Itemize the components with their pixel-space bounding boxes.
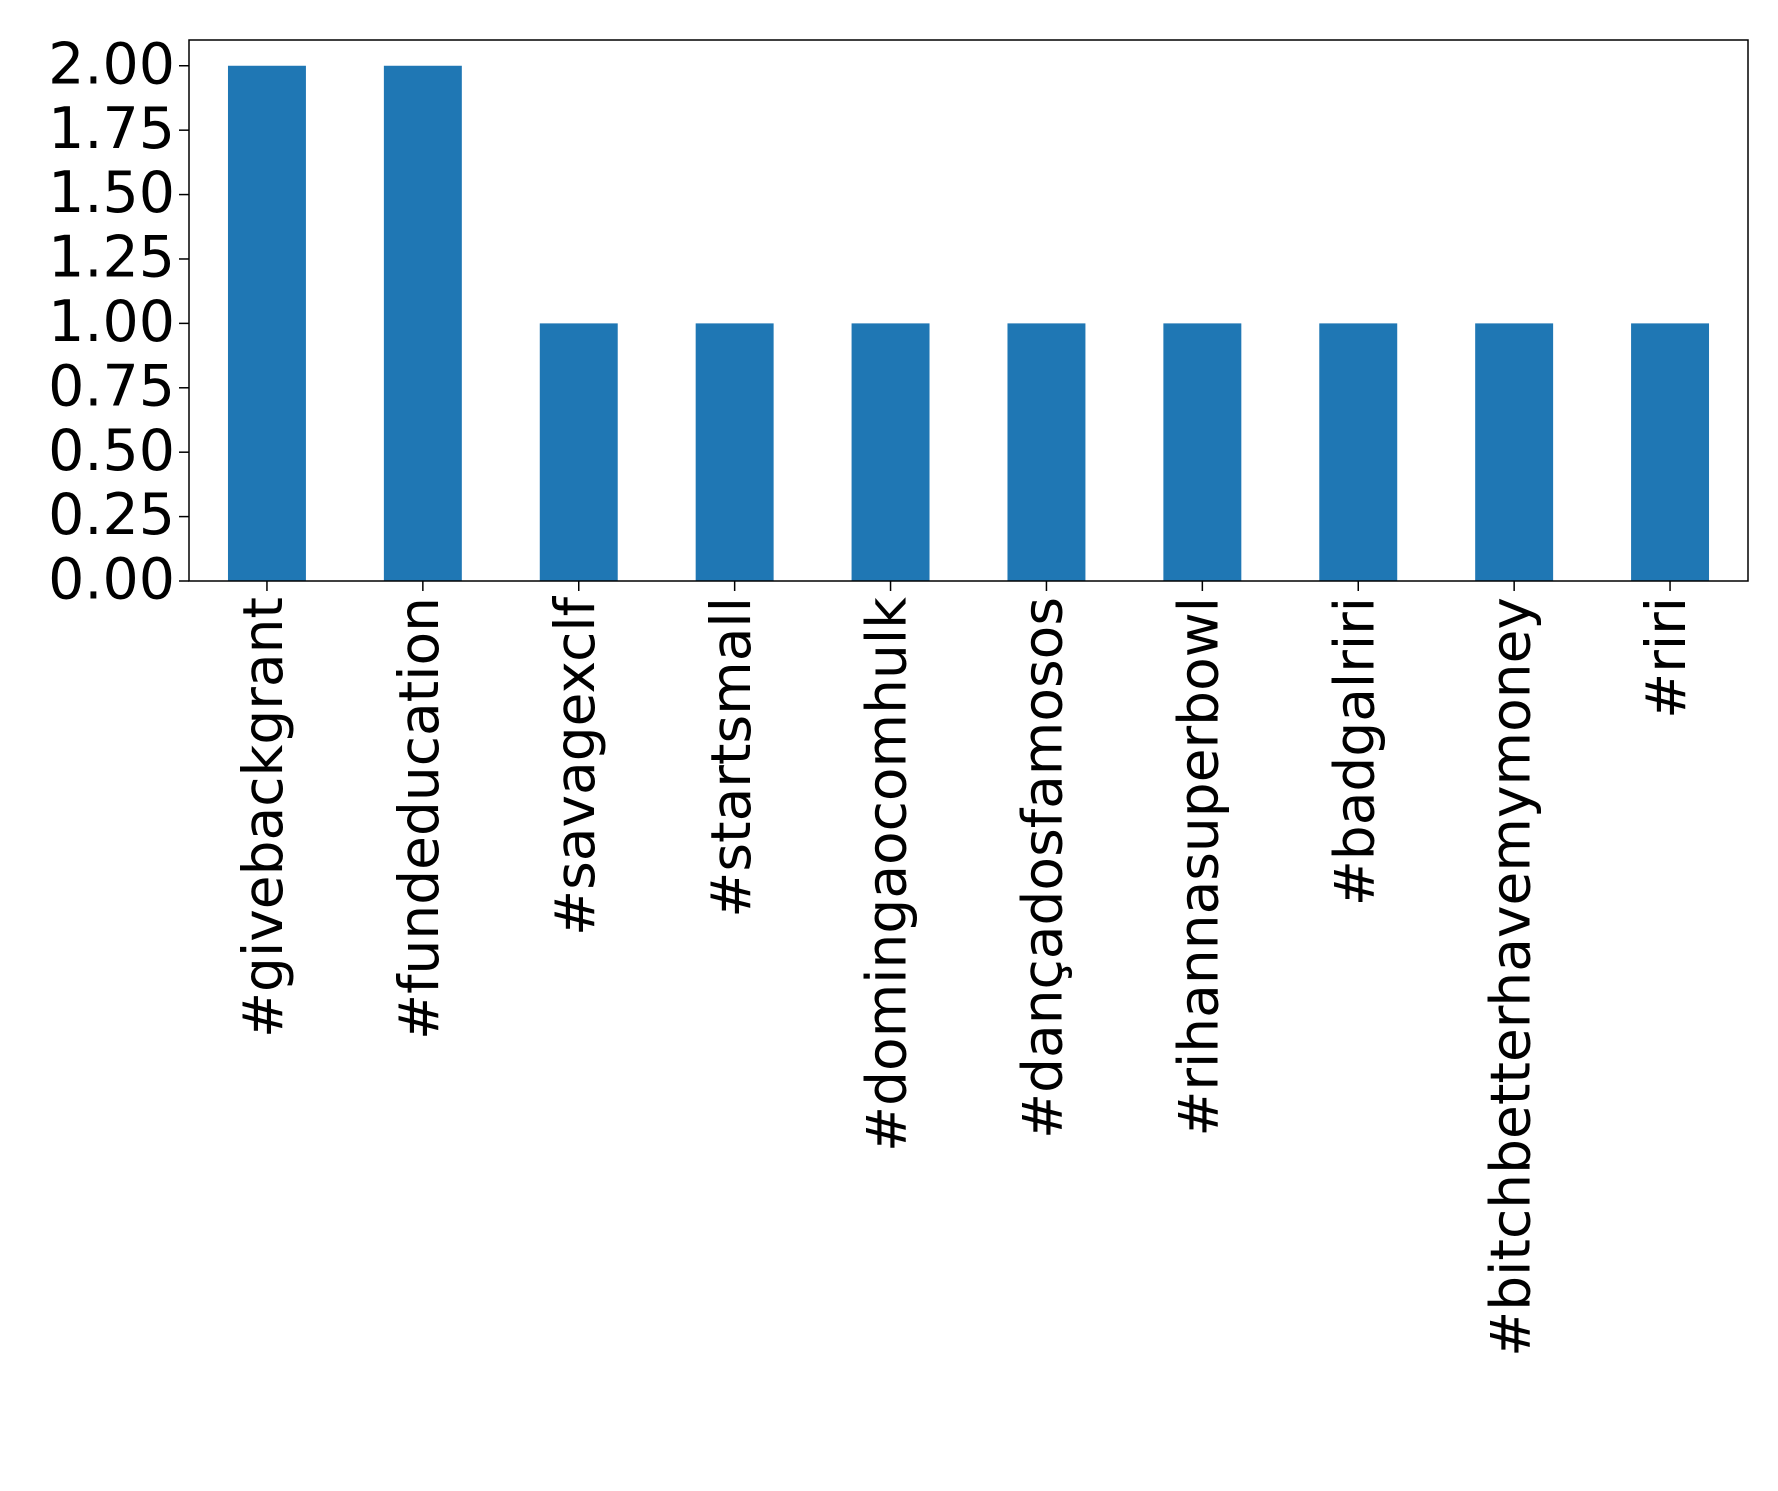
x-tick-label: #savagexclf <box>543 595 607 936</box>
y-tick-label: 0.75 <box>48 353 175 419</box>
bar <box>851 323 930 581</box>
y-tick-label: 0.25 <box>48 482 175 548</box>
bar <box>1163 323 1242 581</box>
x-tick-label: #bitchbetterhavemymoney <box>1478 597 1542 1357</box>
x-tick-label: #rihannasuperbowl <box>1166 597 1230 1137</box>
x-tick-label: #domingaocomhulk <box>855 597 919 1152</box>
bar <box>1007 323 1086 581</box>
plot-frame <box>188 39 1749 582</box>
bar <box>1475 323 1554 581</box>
x-tick-label: #badgalriri <box>1322 597 1386 906</box>
x-tick-label: #fundeducation <box>387 597 451 1040</box>
x-tick-label: #riri <box>1634 597 1698 719</box>
x-tick-label: #givebackgrant <box>231 597 295 1038</box>
y-tick-label: 1.00 <box>48 289 175 355</box>
bar <box>1631 323 1710 581</box>
bar <box>1319 323 1398 581</box>
y-tick-label: 0.00 <box>48 547 175 613</box>
y-tick-label: 1.50 <box>48 160 175 226</box>
x-tick-label: #startsmall <box>699 597 763 918</box>
x-tick-label: #dançadosfamosos <box>1011 597 1075 1139</box>
bar <box>383 65 462 581</box>
bar <box>695 323 774 581</box>
y-tick-label: 2.00 <box>48 31 175 97</box>
y-tick-label: 1.75 <box>48 96 175 162</box>
bar <box>227 65 306 581</box>
y-tick-label: 1.25 <box>48 225 175 291</box>
bar <box>539 323 618 581</box>
y-tick-label: 0.50 <box>48 418 175 484</box>
